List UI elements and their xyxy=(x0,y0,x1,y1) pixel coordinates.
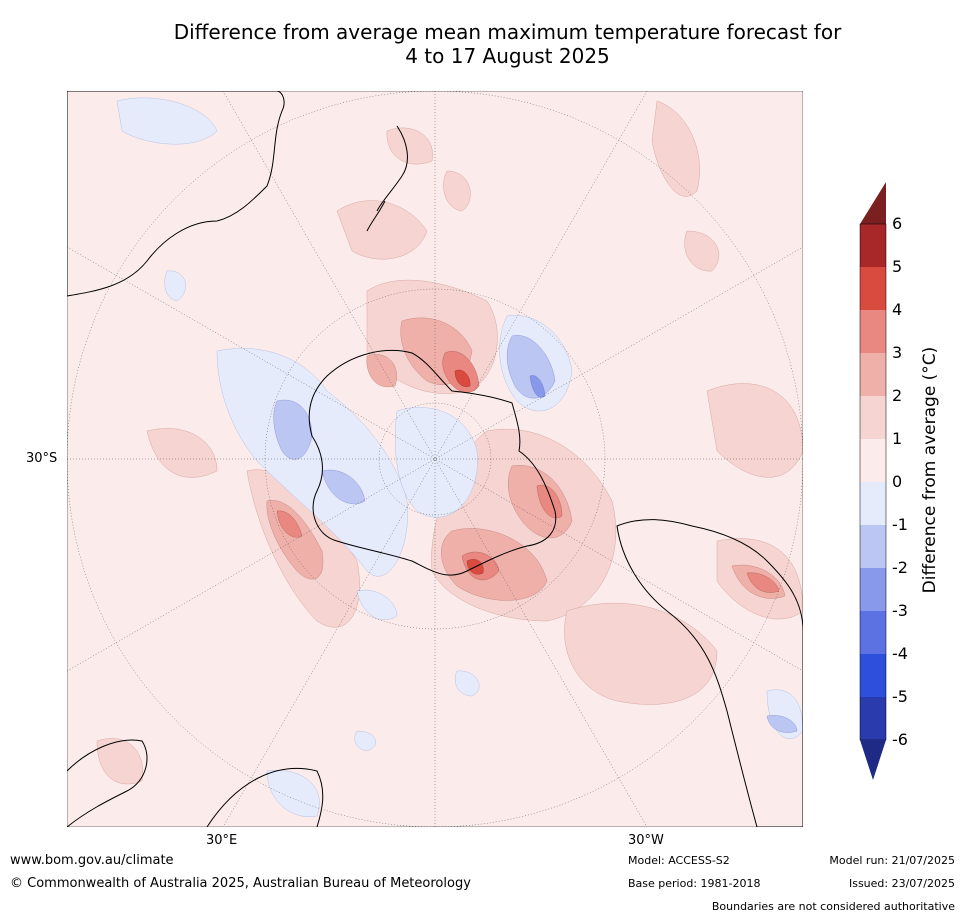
colorbar-tick-label: 5 xyxy=(892,257,903,276)
anomaly-minus1-to-0-regions xyxy=(116,97,803,818)
footer-base-period: Base period: 1981-2018 xyxy=(628,877,761,890)
colorbar-tick-label: 1 xyxy=(892,429,903,448)
colorbar-tick-label: 0 xyxy=(892,472,903,491)
colorbar-bin xyxy=(860,310,886,353)
colorbar-bin xyxy=(860,525,886,568)
colorbar-bin xyxy=(860,439,886,482)
australia-coastline xyxy=(67,91,285,297)
title-line-1: Difference from average mean maximum tem… xyxy=(173,20,842,44)
colorbar-bin xyxy=(860,568,886,611)
footer-issued: Issued: 23/07/2025 xyxy=(848,877,955,890)
antarctica-coastline xyxy=(308,349,557,576)
colorbar-tick-label: 4 xyxy=(892,300,903,319)
colorbar-bin xyxy=(860,267,886,310)
colorbar-under-triangle xyxy=(860,740,886,780)
colorbar-bin xyxy=(860,353,886,396)
footer-copyright: © Commonwealth of Australia 2025, Austra… xyxy=(10,876,471,891)
title-line-2: 4 to 17 August 2025 xyxy=(405,44,610,68)
new-zealand-coastline xyxy=(366,125,408,232)
colorbar-tick-label: -3 xyxy=(892,601,908,620)
lon-30e-label: 30°E xyxy=(206,833,238,848)
colorbar-tick-label: -5 xyxy=(892,687,908,706)
colorbar-tick-label: -6 xyxy=(892,730,908,749)
colorbar-title-text: Difference from average (°C) xyxy=(920,346,940,594)
chart-title: Difference from average mean maximum tem… xyxy=(60,20,955,68)
colorbar-bin xyxy=(860,396,886,439)
colorbar-tick-label: -4 xyxy=(892,644,908,663)
colorbar-tick-label: -2 xyxy=(892,558,908,577)
colorbar-bin xyxy=(860,224,886,267)
south-america-coastline xyxy=(616,519,803,827)
colorbar xyxy=(859,182,887,780)
footer-disclaimer: Boundaries are not considered authoritat… xyxy=(711,900,955,913)
africa-coastline xyxy=(67,739,324,827)
colorbar-title: Difference from average (°C) xyxy=(910,260,950,680)
colorbar-bin xyxy=(860,611,886,654)
lat-30s-label: 30°S xyxy=(26,451,58,466)
colorbar-bin xyxy=(860,482,886,525)
colorbar-tick-label: 3 xyxy=(892,343,903,362)
map-svg xyxy=(67,91,803,827)
temperature-anomaly-map xyxy=(67,91,803,827)
anomaly-minus3-to-minus2-regions xyxy=(529,375,546,398)
footer-url[interactable]: www.bom.gov.au/climate xyxy=(10,853,174,868)
colorbar-over-triangle xyxy=(860,182,886,224)
colorbar-bins xyxy=(859,223,887,741)
colorbar-bin xyxy=(860,654,886,697)
footer-model: Model: ACCESS-S2 xyxy=(628,854,730,867)
footer-model-run: Model run: 21/07/2025 xyxy=(829,854,955,867)
colorbar-tick-label: -1 xyxy=(892,515,908,534)
lon-30w-label: 30°W xyxy=(628,833,664,848)
colorbar-tick-label: 2 xyxy=(892,386,903,405)
colorbar-bin xyxy=(860,697,886,740)
graticule xyxy=(67,91,803,827)
colorbar-tick-label: 6 xyxy=(892,214,903,233)
anomaly-minus2-to-minus1-regions xyxy=(273,335,798,733)
